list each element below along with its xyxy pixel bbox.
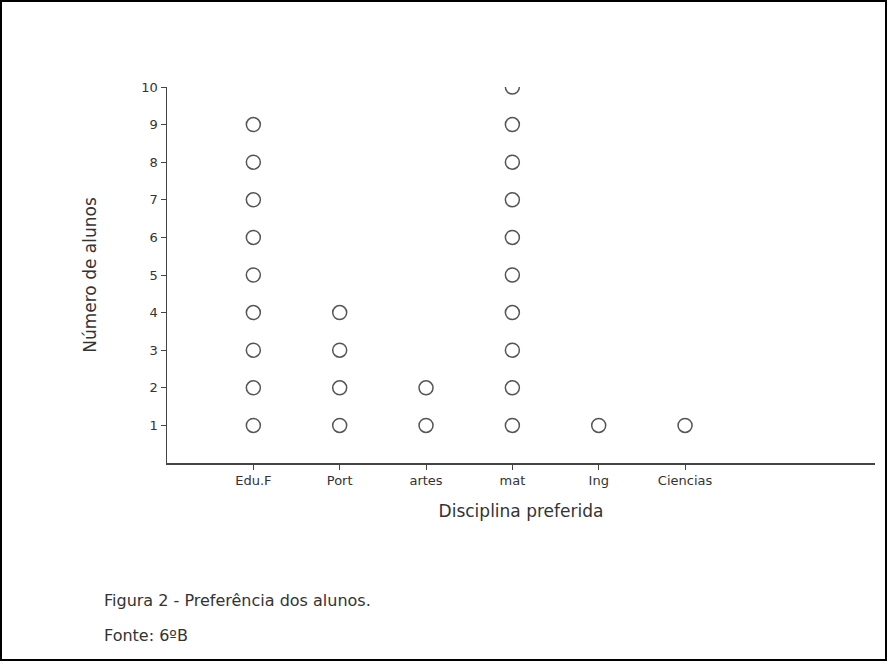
svg-text:6: 6 [150, 230, 158, 245]
svg-text:Ing: Ing [589, 473, 609, 488]
svg-text:artes: artes [409, 473, 442, 488]
svg-text:3: 3 [150, 343, 158, 358]
svg-text:Port: Port [327, 473, 353, 488]
svg-text:10: 10 [141, 80, 158, 95]
svg-text:7: 7 [150, 192, 158, 207]
svg-text:1: 1 [150, 418, 158, 433]
svg-text:Fonte: 6ºB: Fonte: 6ºB [104, 626, 188, 645]
svg-text:Figura 2 - Preferência dos alu: Figura 2 - Preferência dos alunos. [104, 591, 371, 610]
svg-text:Disciplina preferida: Disciplina preferida [439, 501, 604, 521]
svg-text:Ciencias: Ciencias [658, 473, 713, 488]
svg-text:2: 2 [150, 380, 158, 395]
svg-text:Edu.F: Edu.F [235, 473, 271, 488]
svg-text:9: 9 [150, 117, 158, 132]
svg-text:4: 4 [150, 305, 158, 320]
svg-text:mat: mat [500, 473, 526, 488]
svg-text:5: 5 [150, 268, 158, 283]
svg-text:Número de alunos: Número de alunos [80, 197, 100, 353]
svg-text:8: 8 [150, 155, 158, 170]
